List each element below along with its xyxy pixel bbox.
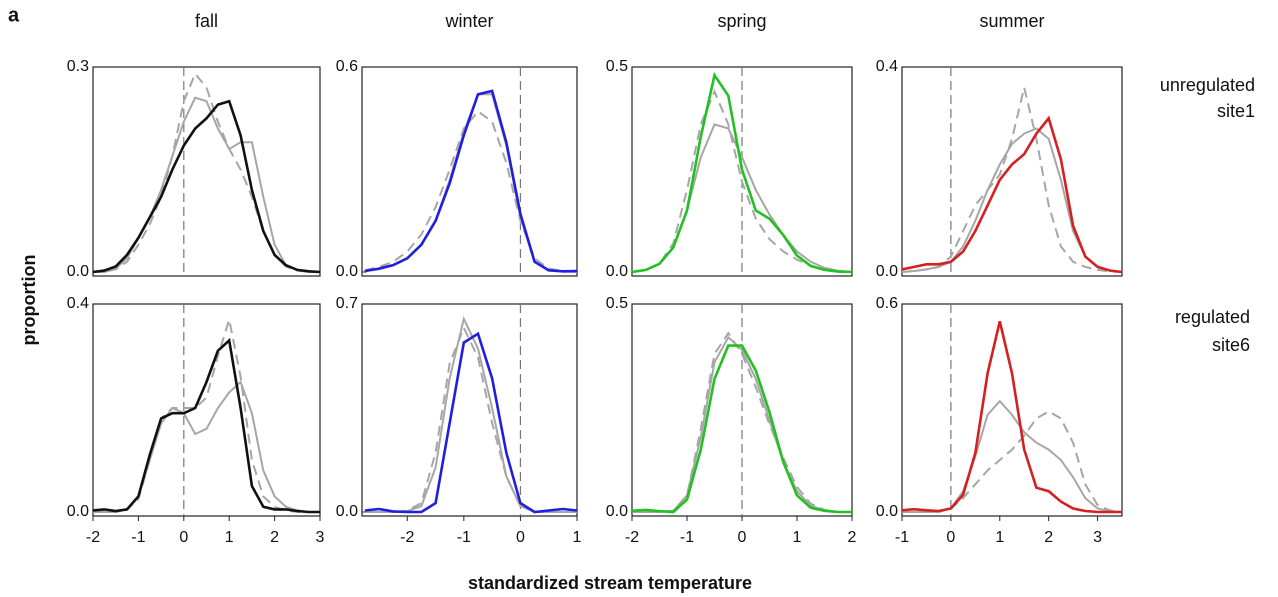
x-tick-label: -2 — [625, 529, 639, 546]
density-line — [364, 325, 577, 513]
plot-frame — [361, 66, 578, 277]
x-axis-label: standardized stream temperature — [468, 573, 752, 593]
row-label: regulated — [1175, 307, 1250, 327]
x-tick-label: 2 — [270, 529, 279, 546]
density-line — [364, 89, 578, 273]
x-tick-label: -2 — [86, 529, 100, 546]
y-tick-label: 0.3 — [67, 58, 89, 75]
density-line — [631, 344, 852, 514]
plot-frame — [92, 66, 321, 277]
plot-frame — [361, 303, 578, 517]
x-tick-label: -1 — [680, 529, 694, 546]
y-tick-label: 0.0 — [336, 503, 358, 520]
panel-label: a — [8, 4, 20, 26]
x-tick-label: 3 — [1093, 529, 1102, 546]
y-tick-label: 0.6 — [876, 295, 898, 312]
y-tick-label: 0.0 — [876, 503, 898, 520]
density-line — [901, 115, 1123, 274]
y-tick-label: 0.5 — [606, 295, 628, 312]
row-label: site1 — [1217, 101, 1255, 121]
x-tick-label: 0 — [516, 529, 525, 546]
column-title: fall — [195, 11, 218, 31]
density-line — [93, 319, 320, 513]
row-label: unregulated — [1160, 75, 1255, 95]
y-tick-label: 0.6 — [336, 58, 358, 75]
x-tick-label: 0 — [738, 529, 747, 546]
y-tick-label: 0.5 — [606, 58, 628, 75]
x-tick-label: -2 — [400, 529, 414, 546]
density-line — [902, 399, 1123, 513]
x-tick-label: 1 — [225, 529, 234, 546]
y-tick-label: 0.0 — [67, 263, 89, 280]
density-line — [93, 380, 320, 513]
y-tick-label: 0.0 — [336, 263, 358, 280]
y-tick-label: 0.7 — [336, 295, 358, 312]
x-tick-label: 0 — [179, 529, 188, 546]
density-line — [902, 410, 1123, 513]
density-line — [364, 331, 578, 514]
density-line — [364, 315, 577, 513]
y-tick-label: 0.0 — [876, 263, 898, 280]
y-tick-label: 0.0 — [606, 263, 628, 280]
y-axis-label: proportion — [19, 255, 39, 346]
density-line — [364, 110, 578, 273]
x-tick-label: -1 — [457, 529, 471, 546]
density-line — [901, 321, 1122, 514]
plot-frame — [901, 66, 1123, 277]
x-tick-label: 3 — [316, 529, 325, 546]
column-title: winter — [444, 11, 493, 31]
x-tick-label: -1 — [131, 529, 145, 546]
density-line — [92, 99, 321, 274]
plot-frame — [901, 303, 1123, 517]
density-line — [901, 127, 1123, 273]
row-label: site6 — [1212, 335, 1250, 355]
column-title: summer — [979, 11, 1044, 31]
density-line — [92, 337, 320, 514]
density-line — [631, 71, 853, 274]
x-tick-label: 1 — [995, 529, 1004, 546]
density-line — [631, 89, 853, 273]
x-tick-label: 1 — [793, 529, 802, 546]
x-tick-label: 2 — [848, 529, 857, 546]
y-tick-label: 0.0 — [606, 503, 628, 520]
column-title: spring — [717, 11, 766, 31]
x-tick-label: 2 — [1044, 529, 1053, 546]
y-tick-label: 0.4 — [876, 58, 898, 75]
x-tick-label: 1 — [573, 529, 582, 546]
plot-frame — [92, 303, 321, 517]
x-tick-label: 0 — [946, 529, 955, 546]
density-line — [93, 96, 320, 273]
x-tick-label: -1 — [895, 529, 909, 546]
y-tick-label: 0.4 — [67, 295, 89, 312]
density-line — [901, 87, 1123, 273]
y-tick-label: 0.0 — [67, 503, 89, 520]
